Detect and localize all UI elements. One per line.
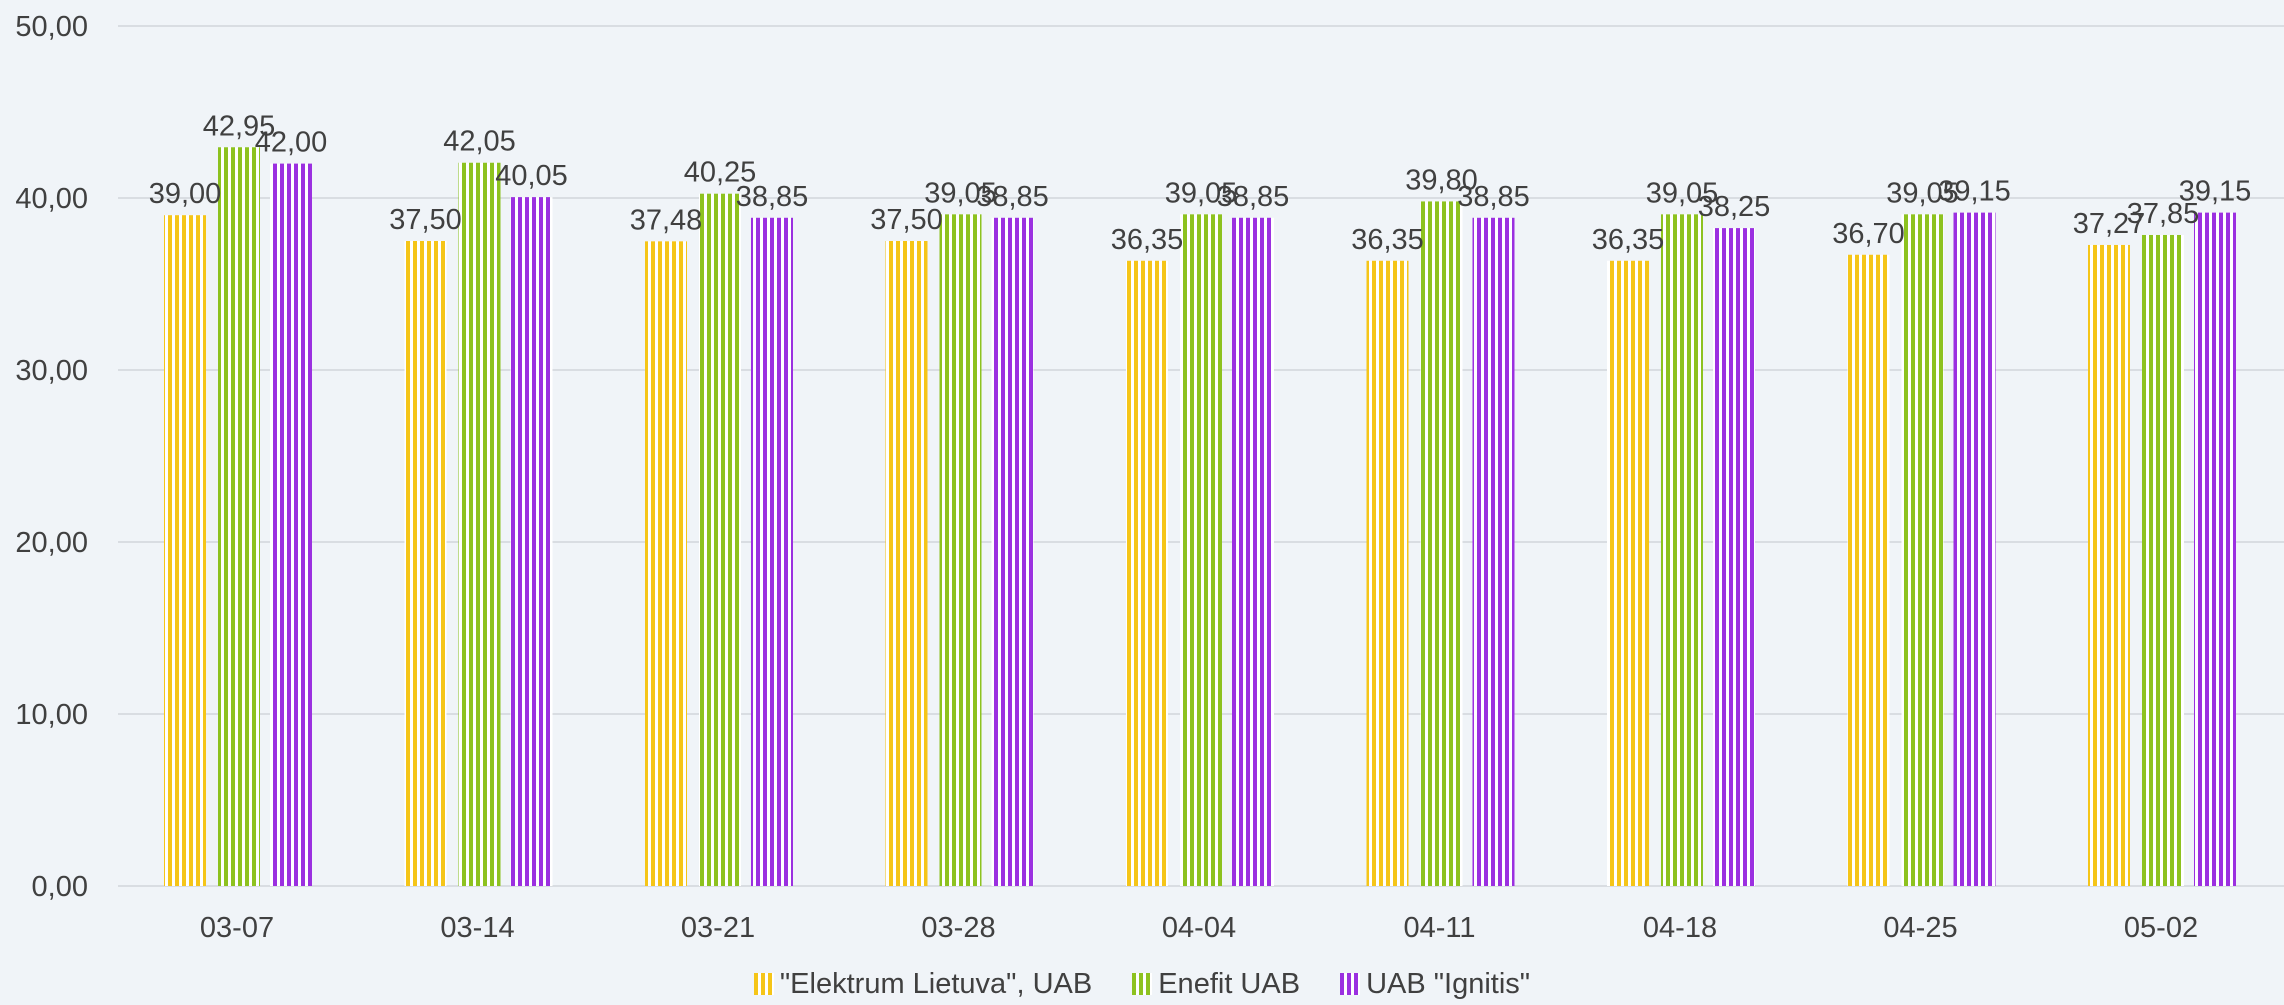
x-tick-label: 04-25 [1883,912,1957,944]
bar[interactable] [1232,217,1274,886]
legend-label-ignitis: UAB "Ignitis" [1366,967,1531,1000]
bar[interactable] [1847,254,1890,886]
legend: "Elektrum Lietuva", UAB Enefit UAB UAB "… [0,966,2284,1002]
data-label: 38,85 [976,181,1049,213]
bar[interactable] [645,241,687,886]
bar[interactable] [1180,214,1222,887]
data-label: 36,35 [1111,224,1184,256]
bar[interactable] [270,163,312,887]
bar[interactable] [1901,214,1944,887]
data-label: 38,25 [1698,191,1771,223]
x-tick-label: 03-07 [200,912,274,944]
legend-swatch-enefit [1132,973,1153,995]
data-label: 39,05 [1165,177,1238,209]
x-tick-label: 04-04 [1162,912,1236,944]
data-label: 36,70 [1832,218,1905,250]
x-tick-label: 03-21 [681,912,755,944]
bar[interactable] [404,241,447,886]
bar[interactable] [1661,214,1703,887]
bars [164,147,2236,887]
x-tick-label: 04-18 [1643,912,1717,944]
y-tick-label: 40,00 [15,183,88,215]
y-tick-label: 50,00 [15,11,88,43]
data-label: 37,85 [2127,198,2200,230]
data-label: 39,05 [924,177,997,209]
x-tick-label: 03-28 [921,912,995,944]
bar[interactable] [510,197,553,886]
data-label: 38,85 [1457,181,1530,213]
bar[interactable] [1420,201,1463,886]
legend-item-ignitis[interactable]: UAB "Ignitis" [1340,968,1530,1001]
legend-label-elektrum: "Elektrum Lietuva", UAB [779,967,1093,1000]
x-axis-tick-labels: 03-07 03-14 03-21 03-28 04-04 04-11 04-18 04-25… [200,912,2198,944]
y-tick-label: 20,00 [15,527,88,559]
bar-chart: 0,00 10,00 20,00 30,00 40,00 50,00 39,00 42,95… [15,11,2284,944]
bar[interactable] [1472,217,1515,886]
x-tick-label: 05-02 [2124,912,2198,944]
y-tick-label: 10,00 [15,699,88,731]
data-label: 37,50 [870,204,943,236]
bar[interactable] [458,162,501,887]
bar[interactable] [1607,260,1649,886]
data-label: 38,85 [1217,181,1290,213]
data-label: 39,05 [1886,177,1959,209]
x-tick-label: 04-11 [1403,912,1475,944]
bar[interactable] [1126,260,1168,886]
data-label: 42,95 [203,110,276,142]
data-label: 42,05 [443,126,516,158]
data-label: 38,85 [736,181,809,213]
data-label: 39,00 [149,178,222,210]
data-label: 37,48 [630,204,703,236]
data-label: 39,15 [1938,176,2011,208]
bar[interactable] [699,193,741,886]
data-label: 37,27 [2073,208,2146,240]
legend-swatch-elektrum [753,973,774,995]
y-axis-tick-labels: 0,00 10,00 20,00 30,00 40,00 50,00 [15,11,88,903]
bar[interactable] [1953,212,1996,886]
y-tick-label: 0,00 [32,871,88,903]
data-label: 39,15 [2179,176,2252,208]
bar[interactable] [2142,234,2184,887]
data-label: 36,35 [1592,224,1665,256]
data-label: 42,00 [255,127,328,159]
data-label: 39,80 [1405,164,1478,196]
bar[interactable] [939,214,982,887]
bar[interactable] [991,217,1034,886]
bar[interactable] [218,147,260,886]
legend-item-enefit[interactable]: Enefit UAB [1132,968,1300,1001]
legend-item-elektrum[interactable]: "Elektrum Lietuva", UAB [753,967,1093,1001]
bar[interactable] [1366,260,1409,886]
data-label: 39,05 [1646,177,1719,209]
bar[interactable] [2194,212,2236,886]
data-label: 37,50 [389,204,462,236]
data-label: 40,25 [684,157,757,189]
bar[interactable] [2088,244,2130,886]
y-tick-label: 30,00 [15,355,88,387]
bar[interactable] [751,217,793,886]
x-tick-label: 03-14 [440,912,514,944]
bar[interactable] [1713,228,1755,887]
legend-swatch-ignitis [1340,973,1361,995]
data-label: 36,35 [1351,224,1424,256]
legend-label-enefit: Enefit UAB [1158,967,1301,1000]
bar[interactable] [164,215,206,886]
bar[interactable] [885,241,928,886]
data-label: 40,05 [495,160,568,192]
